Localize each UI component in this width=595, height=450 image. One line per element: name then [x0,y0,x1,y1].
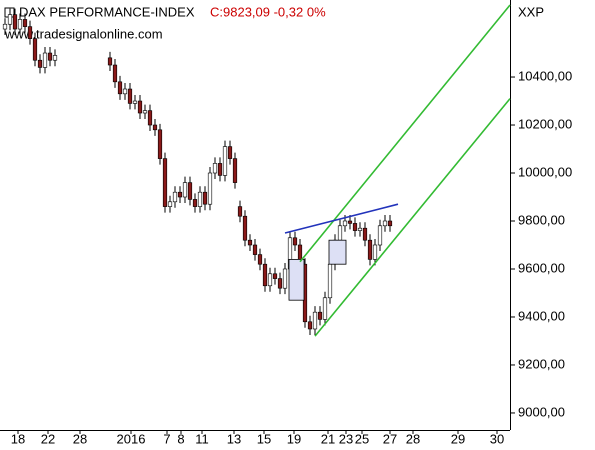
candle-body [117,81,123,95]
candle-body [272,273,278,279]
candle-body [292,237,298,246]
y-tick-label: 10400,00 [518,68,572,83]
candle-body [112,64,118,83]
candle-body [387,220,393,227]
x-tick-label: 11 [195,431,209,446]
candle-body [367,239,373,260]
candle-body [242,215,248,241]
x-tick-label: 2016 [117,431,146,446]
candle-body [7,14,13,25]
candle-body [232,158,238,183]
candle-body [382,220,388,227]
candle-body [162,158,168,207]
candle-body [212,163,218,174]
candle-body [252,244,258,255]
candle-body [2,23,8,30]
annotation-box [288,258,305,301]
candle-body [372,244,378,260]
x-tick-label: 18 [11,431,25,446]
y-tick-label: 10000,00 [518,164,572,179]
candle-body [222,146,228,176]
candle-body [362,227,368,241]
candle-body [182,182,188,198]
candle-body [342,220,348,227]
y-tick-label: 10200,00 [518,116,572,131]
trendline [314,98,511,337]
x-tick-label: 30 [490,431,504,446]
trendline [284,203,399,234]
candle-body [277,278,283,289]
candle-body [27,26,33,39]
candle-body [267,273,273,287]
annotation-box [328,239,347,265]
candle-body [347,220,353,224]
x-tick-label: 19 [287,431,301,446]
candle-body [172,191,178,203]
x-tick-label: 15 [257,431,271,446]
candle-body [32,38,38,61]
candle-body [317,311,323,320]
y-tick-label: 9600,00 [518,260,565,275]
candle-body [22,19,28,27]
x-tick-label: 27 [383,431,397,446]
candle-body [52,55,58,61]
candle-body [322,297,328,320]
x-tick-label: 8 [177,431,184,446]
candle-body [37,59,43,68]
candle-body [157,129,163,159]
candle-body [357,227,363,231]
candle-body [307,321,313,330]
x-tick-label: 23 [339,431,353,446]
candle-body [152,124,158,131]
chart-title: DAX PERFORMANCE-INDEX [19,4,195,19]
candle-body [167,201,173,207]
x-tick-label: 29 [451,431,465,446]
candle-body [47,52,53,61]
candle-body [247,239,253,246]
candle-body [202,191,208,205]
candle-body [187,182,193,200]
candle-body [127,88,133,104]
candle-body [352,223,358,231]
candle-body [192,199,198,207]
chart-subtitle: C:9823,09 -0,32 0% [210,4,326,19]
candle-body [42,52,48,68]
candle-body [12,14,18,30]
y-tick-label: 9000,00 [518,404,565,419]
candle-body [377,225,383,246]
candle-body [132,100,138,104]
candle-body [282,268,288,289]
x-tick-label: 21 [321,431,335,446]
candle-body [17,19,23,30]
x-tick-label: 7 [163,431,170,446]
x-tick-label: 28 [73,431,87,446]
x-tick-label: 13 [227,431,241,446]
x-tick-label: 28 [406,431,420,446]
candle-body [137,100,143,114]
candle-body [327,263,333,299]
candle-body [107,57,113,66]
axis-label: XXP [518,4,544,19]
candle-body [312,311,318,330]
trendline [299,4,511,263]
candle-body [147,110,153,126]
y-tick-label: 9800,00 [518,212,565,227]
candle-body [197,191,203,207]
candle-body [337,225,343,241]
candle-body [122,88,128,95]
y-tick-label: 9400,00 [518,308,565,323]
candle-body [237,206,243,217]
candle-body [257,254,263,265]
x-tick-label: 22 [41,431,55,446]
candle-body [262,263,268,287]
x-tick-label: 25 [355,431,369,446]
watermark: www.tradesignalonline.com [4,26,163,41]
candle-body [177,191,183,198]
candle-body [217,163,223,176]
candle-body [207,172,213,205]
y-tick-label: 9200,00 [518,356,565,371]
candle-body [227,146,233,159]
candle-body [142,110,148,114]
